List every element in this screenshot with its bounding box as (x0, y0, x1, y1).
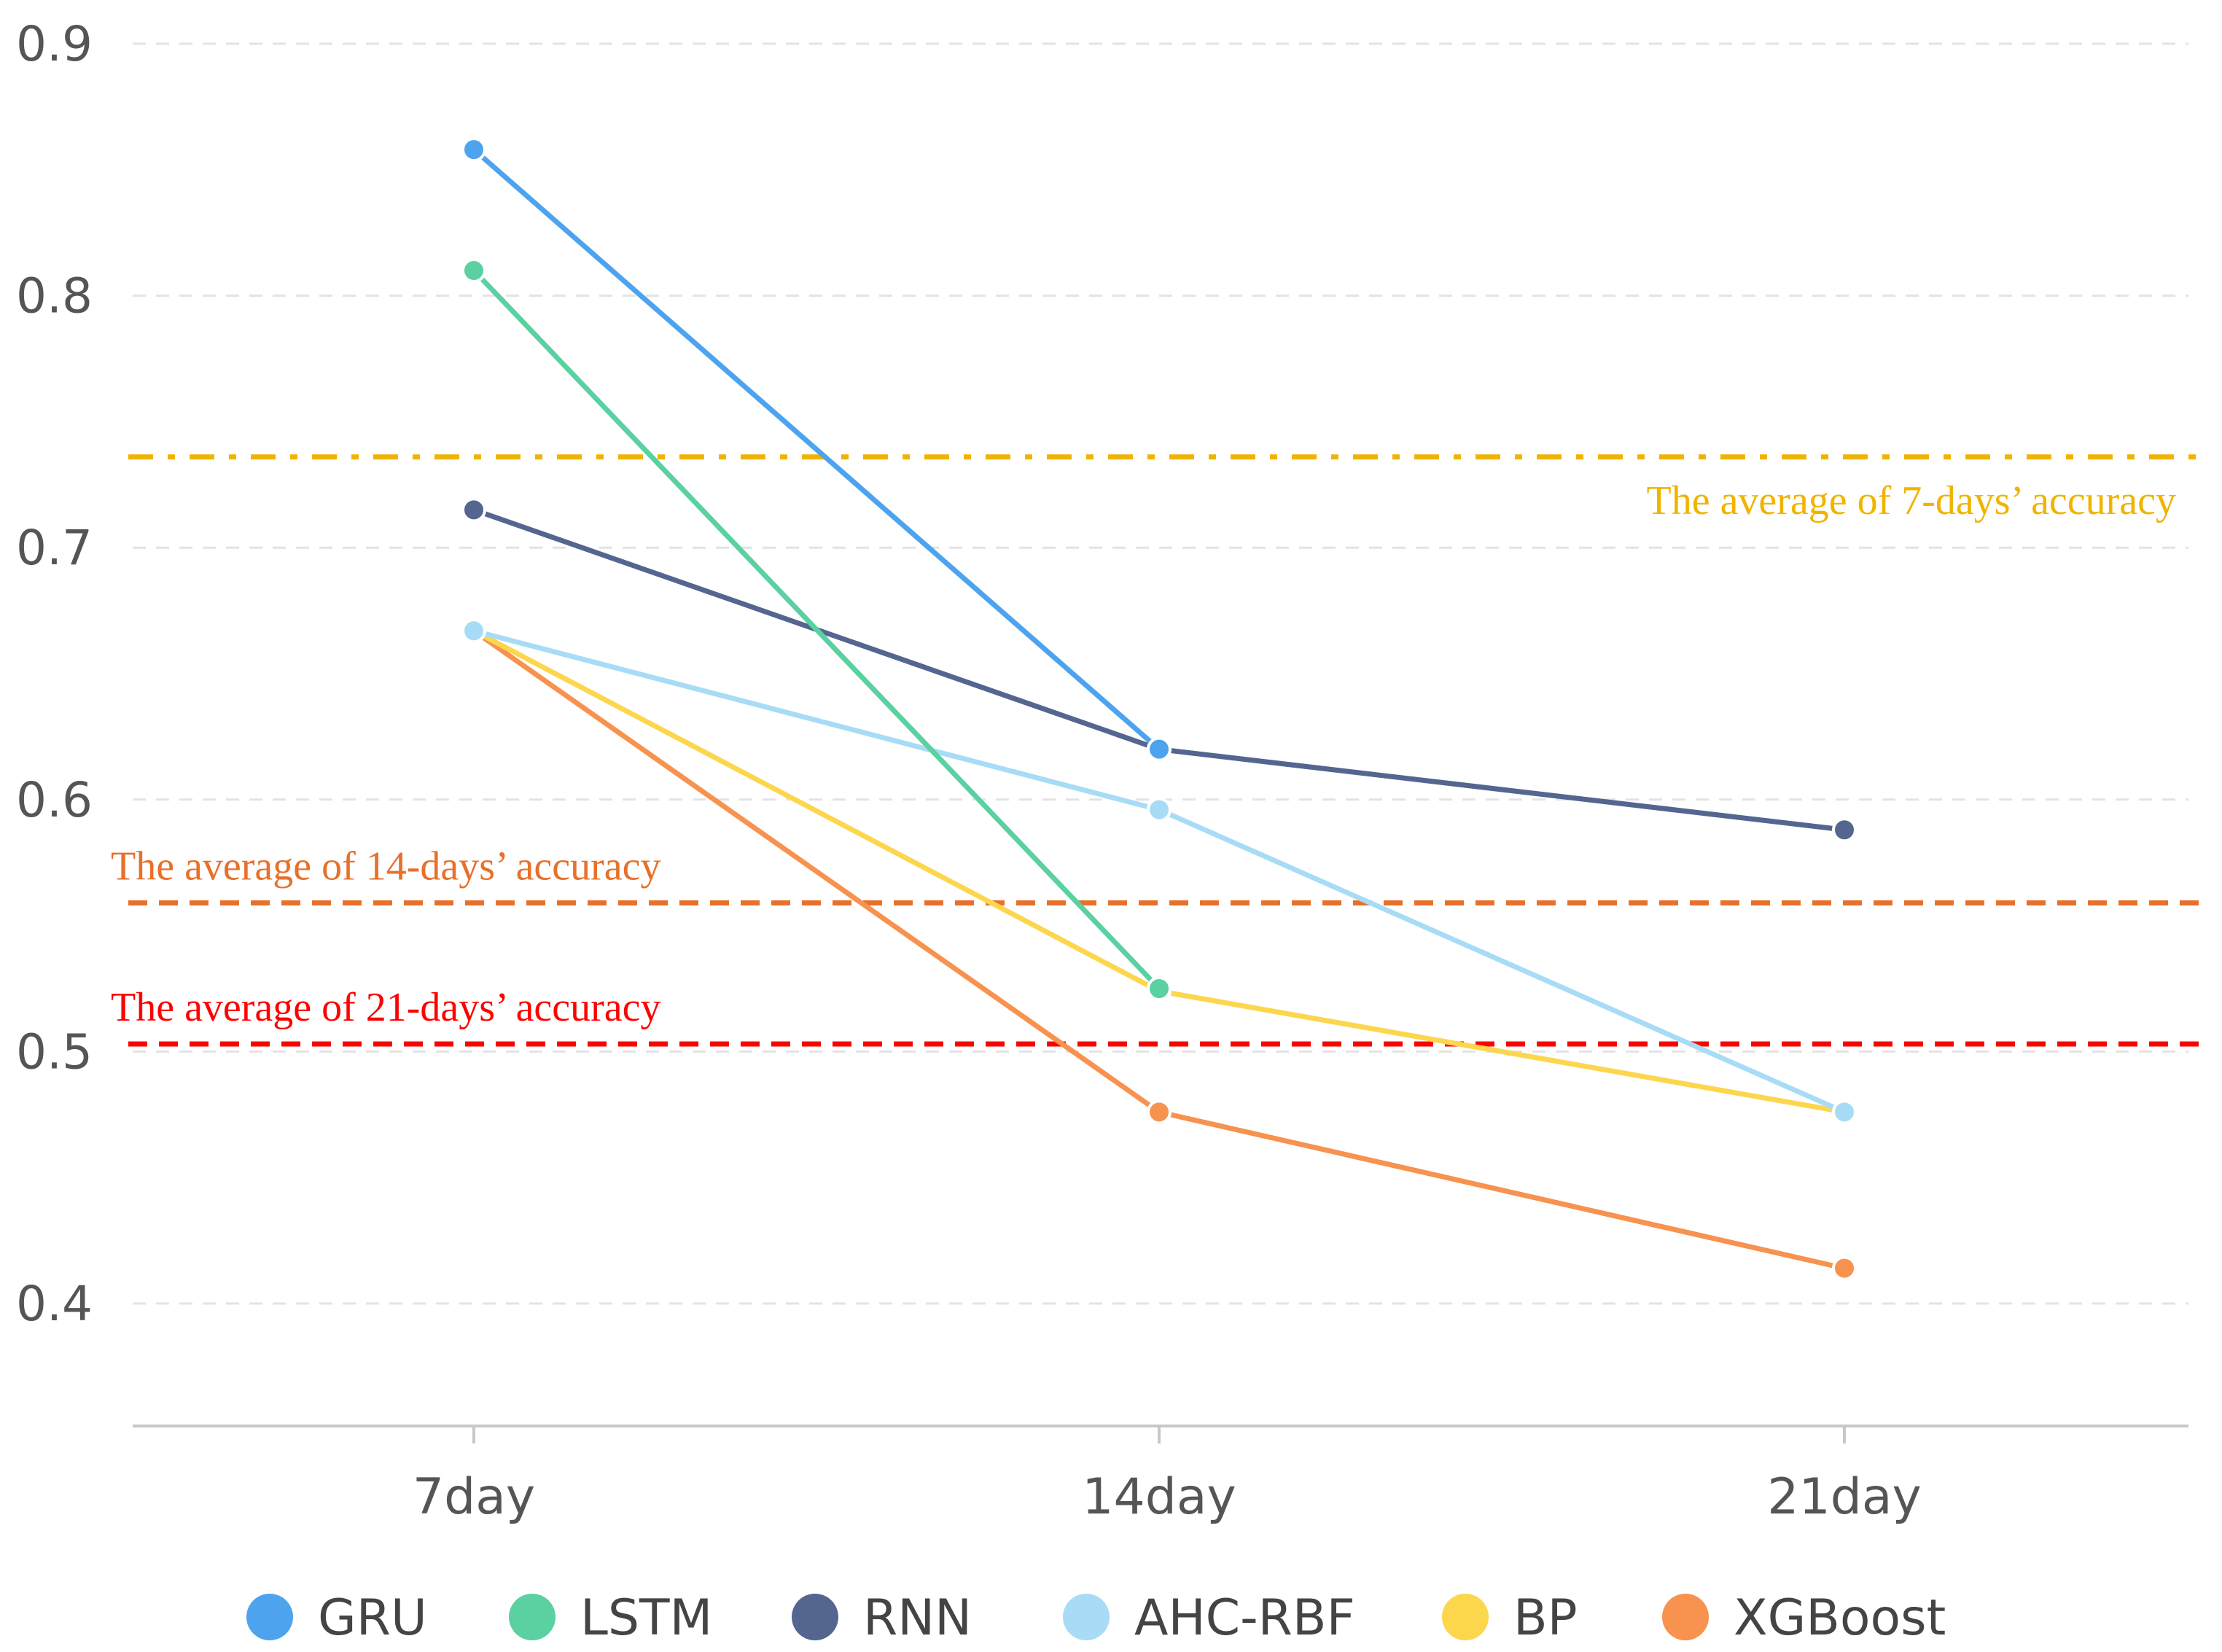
data-point-rnn-7day[interactable] (461, 497, 486, 523)
x-tick-label-21day: 21day (1767, 1468, 1922, 1526)
series-lines (461, 137, 1857, 1281)
legend-swatch-rnn (792, 1594, 838, 1640)
legend-item-lstm[interactable]: LSTM (509, 1589, 712, 1647)
x-axis-ticks: 7day 14day 21day (413, 1426, 1922, 1526)
series-line-gru (471, 147, 1162, 752)
legend-label-lstm: LSTM (580, 1589, 712, 1647)
legend-label-bp: BP (1513, 1589, 1578, 1647)
legend-item-ahc-rbf[interactable]: AHC-RBF (1063, 1589, 1355, 1647)
y-tick-label-2: 0.7 (16, 520, 93, 576)
reference-line-label-1: The average of 14-days’ accuracy (111, 843, 661, 889)
y-tick-label-1: 0.8 (16, 268, 93, 324)
legend-swatch-xgboost (1662, 1594, 1709, 1640)
series-line-ahc-rbf (471, 628, 1847, 1115)
legend-item-xgboost[interactable]: XGBoost (1662, 1589, 1946, 1647)
legend-label-xgboost: XGBoost (1734, 1589, 1946, 1647)
data-point-ahc-rbf-14day[interactable] (1147, 797, 1172, 822)
series-line-rnn (471, 507, 1847, 833)
legend-item-gru[interactable]: GRU (246, 1589, 427, 1647)
data-point-ahc-rbf-21day[interactable] (1832, 1099, 1857, 1125)
data-point-ahc-rbf-7day[interactable] (461, 618, 486, 644)
data-point-xgboost-14day[interactable] (1147, 1099, 1172, 1125)
data-point-xgboost-21day[interactable] (1832, 1255, 1857, 1281)
data-point-gru-14day[interactable] (1147, 736, 1172, 762)
x-tick-label-7day: 7day (413, 1468, 535, 1526)
legend-swatch-gru (246, 1594, 293, 1640)
y-tick-label-3: 0.6 (16, 772, 93, 828)
legend-label-rnn: RNN (863, 1589, 972, 1647)
y-tick-label-0: 0.9 (16, 16, 93, 72)
data-point-lstm-7day[interactable] (461, 258, 486, 284)
x-tick-label-14day: 14day (1082, 1468, 1236, 1526)
reference-line-label-0: The average of 7-days’ accuracy (1647, 478, 2177, 523)
reference-lines: The average of 7-days’ accuracy The avera… (111, 454, 2200, 1047)
legend-item-bp[interactable]: BP (1442, 1589, 1578, 1647)
series-line-xgboost (471, 628, 1847, 1271)
series-line-bp (471, 628, 1847, 1115)
legend-label-ahc-rbf: AHC-RBF (1134, 1589, 1355, 1647)
legend-label-gru: GRU (318, 1589, 427, 1647)
legend[interactable]: GRU LSTM RNN AHC-RBF BP XGBoost (246, 1589, 1946, 1647)
legend-swatch-bp (1442, 1594, 1489, 1640)
legend-swatch-ahc-rbf (1063, 1594, 1110, 1640)
y-tick-label-5: 0.4 (16, 1276, 93, 1332)
data-point-lstm-14day[interactable] (1147, 976, 1172, 1001)
series-line-lstm (471, 268, 1162, 991)
reference-line-label-2: The average of 21-days’ accuracy (111, 985, 661, 1030)
y-tick-label-4: 0.5 (16, 1024, 93, 1080)
data-point-rnn-21day[interactable] (1832, 817, 1857, 843)
y-axis-ticks: 0.9 0.8 0.7 0.6 0.5 0.4 (16, 16, 93, 1332)
legend-item-rnn[interactable]: RNN (792, 1589, 972, 1647)
data-point-gru-7day[interactable] (461, 137, 486, 163)
legend-swatch-lstm (509, 1594, 556, 1640)
